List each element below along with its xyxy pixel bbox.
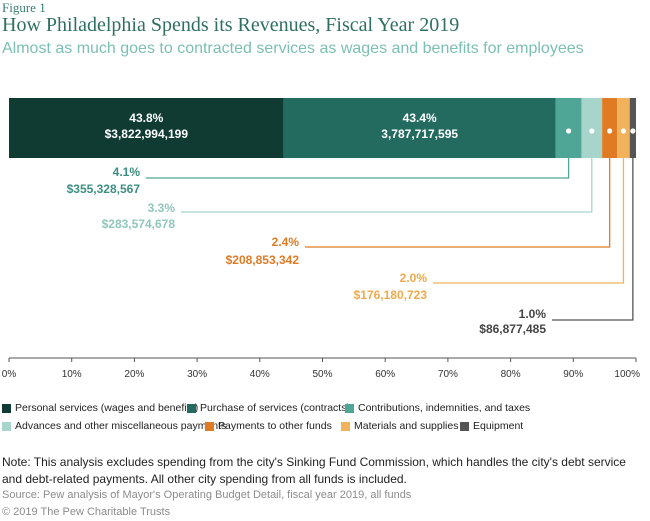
- stacked-bar-chart: 43.8% $3,822,994,199 43.4% 3,787,717,595 4.1…: [2, 98, 640, 380]
- callout-dot-6: [620, 128, 627, 134]
- legend-item-2: Purchase of services (contracts): [187, 402, 350, 414]
- callout-line-7: [552, 134, 634, 321]
- x-tick-label-3: 30%: [187, 369, 207, 380]
- legend-label-2: Purchase of services (contracts): [200, 402, 350, 414]
- callout-percent-label-6: 2.0%: [400, 271, 428, 285]
- bar-segment-1: [9, 98, 284, 158]
- legend-swatch-7: [460, 421, 469, 431]
- legend-label-1: Personal services (wages and benefits): [15, 402, 199, 414]
- callout-percent-label-3: 4.1%: [113, 165, 141, 179]
- callout-line-4: [181, 134, 593, 213]
- callout-percent-label-5: 2.4%: [272, 235, 300, 249]
- x-tick-label-2: 20%: [124, 369, 144, 380]
- footnote: Note: This analysis excludes spending fr…: [2, 455, 626, 486]
- legend-item-5: Payments to other funds: [205, 420, 332, 432]
- legend-label-6: Materials and supplies: [354, 420, 459, 432]
- legend-label-5: Payments to other funds: [218, 420, 332, 432]
- callout-line-6: [433, 134, 625, 284]
- legend-item-4: Advances and other miscellaneous payment…: [2, 420, 226, 432]
- callout-line-3: [146, 134, 570, 179]
- bar-amount-label-1: $3,822,994,199: [105, 127, 189, 141]
- legend-label-4: Advances and other miscellaneous payment…: [15, 420, 227, 432]
- x-tick-label-10: 100%: [614, 369, 640, 380]
- callout-dot-4: [589, 128, 595, 134]
- callout-amount-label-7: $86,877,485: [479, 322, 546, 336]
- legend-item-3: Contributions, indemnities, and taxes: [345, 402, 530, 414]
- source-line: Source: Pew analysis of Mayor's Operatin…: [2, 489, 412, 501]
- bar-segment-5: [602, 98, 618, 158]
- x-tick-label-0: 0%: [2, 369, 17, 380]
- legend-swatch-2: [187, 403, 196, 413]
- figure-label: Figure 1: [2, 0, 46, 15]
- x-tick-label-9: 90%: [563, 369, 583, 380]
- chart-subtitle: Almost as much goes to contracted servic…: [2, 40, 584, 57]
- bar-percent-label-1: 43.8%: [129, 111, 163, 125]
- legend-row-2: Advances and other miscellaneous payment…: [0, 420, 650, 434]
- bar-segment-4: [581, 98, 603, 158]
- legend-item-6: Materials and supplies: [341, 420, 458, 432]
- x-tick-label-4: 40%: [250, 369, 270, 380]
- legend-swatch-4: [2, 421, 11, 431]
- legend-swatch-1: [2, 403, 11, 413]
- legend-swatch-3: [345, 403, 354, 413]
- bar-percent-label-2: 43.4%: [403, 111, 437, 125]
- callout-line-5: [305, 134, 611, 248]
- bar-segment-2: [283, 98, 556, 158]
- copyright-line: © 2019 The Pew Charitable Trusts: [2, 506, 171, 518]
- x-tick-label-6: 60%: [375, 369, 395, 380]
- callout-percent-label-4: 3.3%: [148, 201, 176, 215]
- x-tick-label-1: 10%: [62, 369, 82, 380]
- callout-amount-label-5: $208,853,342: [226, 253, 300, 267]
- callout-dot-3: [565, 128, 572, 134]
- callout-amount-label-6: $176,180,723: [354, 288, 428, 302]
- callout-percent-label-7: 1.0%: [519, 307, 547, 321]
- legend-swatch-6: [341, 421, 350, 431]
- bar-amount-label-2: 3,787,717,595: [381, 127, 458, 141]
- legend-row-1: Personal services (wages and benefits) Pu…: [0, 402, 650, 416]
- bar-segment-7: [629, 98, 636, 158]
- legend-item-1: Personal services (wages and benefits): [2, 402, 198, 414]
- legend-label-7: Equipment: [473, 420, 524, 432]
- legend-item-7: Equipment: [460, 420, 523, 432]
- chart-title: How Philadelphia Spends its Revenues, Fi…: [2, 14, 460, 36]
- legend-swatch-5: [205, 421, 214, 431]
- x-tick-label-7: 70%: [438, 369, 458, 380]
- x-tick-label-5: 50%: [312, 369, 332, 380]
- callout-dot-7: [630, 128, 636, 134]
- x-tick-label-8: 80%: [501, 369, 521, 380]
- legend-label-3: Contributions, indemnities, and taxes: [358, 402, 531, 414]
- callout-amount-label-4: $283,574,678: [102, 217, 176, 231]
- callout-dot-5: [607, 128, 613, 134]
- bar-segment-6: [617, 98, 630, 158]
- callout-amount-label-3: $355,328,567: [67, 182, 141, 196]
